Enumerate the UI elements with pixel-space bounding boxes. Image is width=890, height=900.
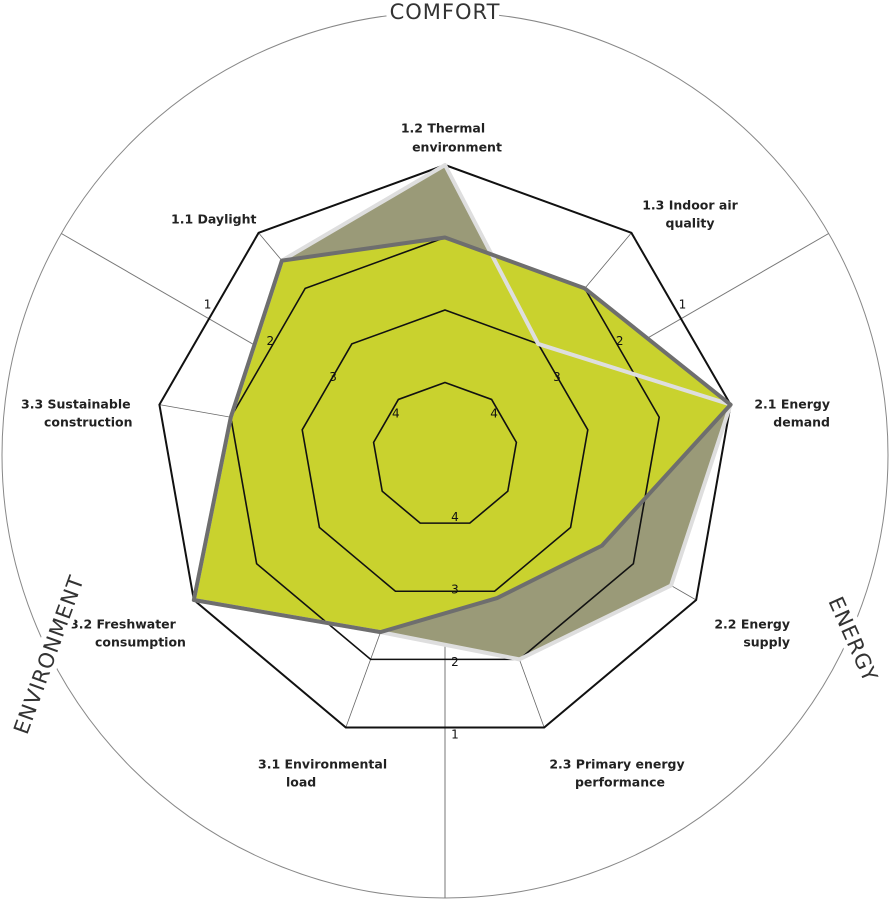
axis-label: demand (773, 415, 830, 430)
axis-label: performance (575, 775, 665, 790)
r-tick-label: 1 (679, 298, 687, 312)
r-tick-label: 4 (392, 406, 400, 420)
grid-ring (301, 309, 589, 593)
r-tick-label: 4 (451, 510, 459, 524)
axis-label: 2.1 Energy (754, 397, 830, 412)
radar-area (193, 237, 731, 633)
axis-label: 3.3 Sustainable (21, 397, 131, 412)
grid-ring (372, 381, 518, 524)
r-tick-label: 1 (204, 298, 212, 312)
r-tick-label: 4 (490, 406, 498, 420)
axis-label: 1.2 Thermal (401, 121, 485, 136)
r-tick-label: 3 (329, 370, 337, 384)
r-tick-label: 1 (451, 728, 459, 742)
axis-label: supply (743, 635, 790, 650)
axis-label: quality (666, 216, 715, 231)
axis-label: 1.1 Daylight (171, 212, 256, 227)
axis-label: 2.3 Primary energy (549, 757, 684, 772)
grid-ring (158, 163, 732, 729)
r-tick-label: 2 (451, 655, 459, 669)
r-tick-label: 3 (451, 583, 459, 597)
axis-label: 3.2 Freshwater (70, 617, 177, 632)
axis-label: consumption (95, 635, 186, 650)
grid-ring (229, 236, 661, 661)
axis-label: environment (412, 140, 502, 155)
r-tick-label: 2 (616, 334, 624, 348)
axis-label: construction (44, 415, 133, 430)
group-label: COMFORT (390, 0, 501, 24)
r-tick-label: 3 (553, 370, 561, 384)
r-tick-label: 2 (266, 334, 274, 348)
axis-label: load (286, 775, 316, 790)
group-label: ENVIRONMENT (9, 572, 89, 737)
axis-label: 2.2 Energy (714, 617, 790, 632)
axis-label: 3.1 Environmental (258, 757, 387, 772)
group-label: ENERGY (823, 593, 882, 686)
axis-label: 1.3 Indoor air (642, 198, 738, 213)
radar-outline (191, 235, 733, 635)
